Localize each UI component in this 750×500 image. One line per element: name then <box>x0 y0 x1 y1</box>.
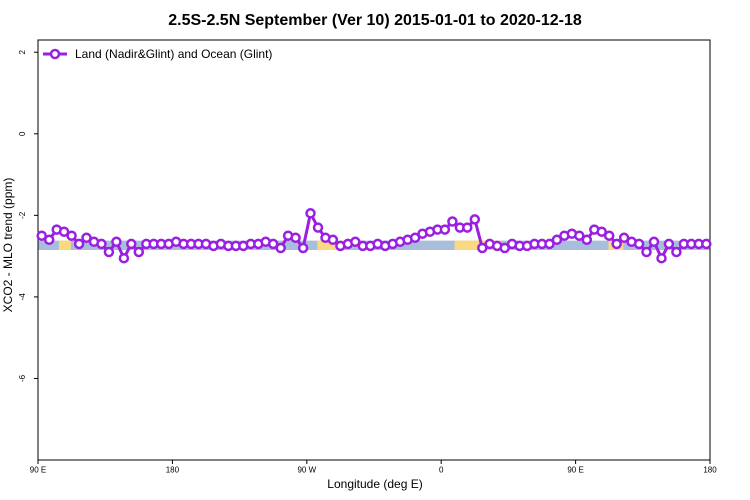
x-tick-label: 90 W <box>297 466 316 475</box>
data-point <box>36 230 47 241</box>
x-tick-label: 0 <box>439 466 444 475</box>
data-point <box>544 238 555 250</box>
legend-marker-swatch <box>49 48 61 60</box>
data-point <box>275 242 286 254</box>
data-point <box>581 234 593 246</box>
data-point <box>663 238 675 250</box>
y-tick-label: 2 <box>18 49 27 54</box>
land-band-segment <box>317 240 345 250</box>
x-tick-label: 90 E <box>567 466 583 475</box>
data-point <box>477 242 488 254</box>
data-point <box>312 222 324 233</box>
data-point <box>596 226 607 237</box>
data-point <box>267 238 279 250</box>
data-point <box>327 234 339 246</box>
data-point <box>618 232 630 244</box>
data-point <box>469 214 481 225</box>
data-point <box>648 236 660 248</box>
data-point <box>462 222 473 233</box>
series-layer <box>36 208 712 264</box>
data-point <box>409 232 421 244</box>
data-point <box>574 230 585 241</box>
land-band-segment <box>58 240 71 250</box>
data-point <box>297 242 309 254</box>
data-point <box>305 208 316 219</box>
legend-label: Land (Nadir&Glint) and Ocean (Glint) <box>75 47 272 61</box>
data-point <box>290 232 301 244</box>
data-point <box>103 246 115 258</box>
x-tick-label: 180 <box>703 466 717 475</box>
data-point <box>73 238 85 250</box>
data-point <box>350 236 361 248</box>
y-tick-label: 0 <box>18 131 27 136</box>
data-point <box>118 252 130 264</box>
y-axis-label: XCO2 - MLO trend (ppm) <box>1 178 15 313</box>
y-tick-label: -4 <box>18 293 27 301</box>
data-point <box>81 232 92 244</box>
y-tick-label: -2 <box>18 211 27 219</box>
plot-frame <box>37 39 711 461</box>
data-point <box>671 246 682 258</box>
data-point <box>656 252 667 264</box>
data-point <box>701 238 712 250</box>
data-point <box>439 224 451 235</box>
x-tick-label: 90 E <box>30 466 46 475</box>
data-point <box>126 238 137 250</box>
data-point <box>611 238 622 250</box>
x-tick-label: 180 <box>166 466 180 475</box>
data-point <box>603 230 615 241</box>
x-axis-label: Longitude (deg E) <box>327 477 422 491</box>
data-point <box>133 246 145 258</box>
chart-title: 2.5S-2.5N September (Ver 10) 2015-01-01 … <box>168 12 582 29</box>
data-point <box>633 238 645 250</box>
tick-marks: 90 E 180 90 W 0 90 E 180 2 0 -2 -4 -6 <box>18 49 717 474</box>
data-point <box>551 234 563 246</box>
data-point <box>58 226 70 237</box>
y-tick-label: -6 <box>18 374 27 382</box>
data-point <box>499 242 510 254</box>
legend: Land (Nadir&Glint) and Ocean (Glint) <box>43 47 272 61</box>
data-point <box>641 246 652 258</box>
data-point <box>111 236 122 248</box>
data-point <box>66 230 77 241</box>
data-point <box>447 216 458 227</box>
land-band-segment <box>454 240 481 250</box>
data-point <box>43 234 55 246</box>
data-point <box>96 238 107 250</box>
